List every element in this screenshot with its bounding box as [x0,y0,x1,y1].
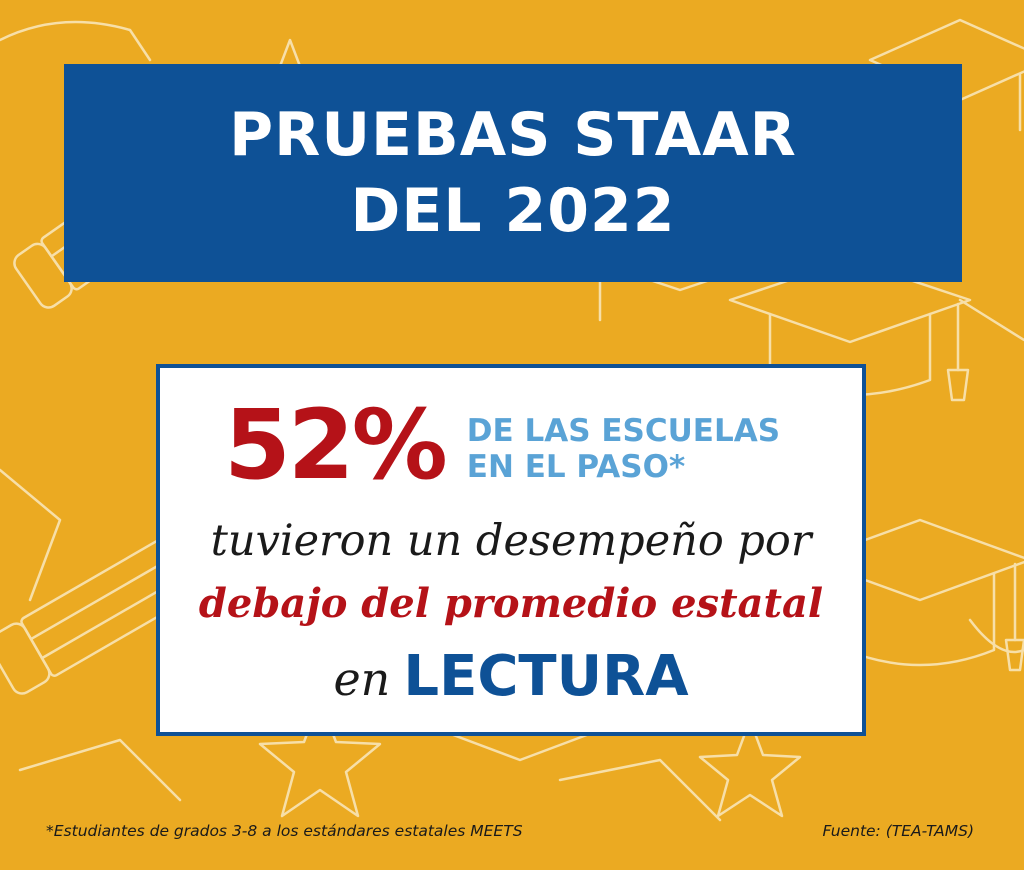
performance-text: tuvieron un desempeño por [210,516,812,566]
title-banner: PRUEBAS STAAR DEL 2022 [64,64,962,282]
title-line-2: DEL 2022 [350,176,676,246]
subject-line: en LECTURA [160,644,862,709]
subject-prefix: en [333,652,391,706]
below-average-text: debajo del promedio estatal [198,580,824,627]
footnote: *Estudiantes de grados 3-8 a los estánda… [46,822,523,840]
subject-name: LECTURA [403,644,689,709]
stat-label-line-2: EN EL PASO* [466,449,686,485]
source-credit: Fuente: (TEA-TAMS) [822,822,974,840]
stat-percentage: 52% [224,389,448,501]
star-icon [698,718,802,818]
stat-label-line-1: DE LAS ESCUELAS [466,413,781,449]
title-line-1: PRUEBAS STAAR [229,100,797,170]
star-icon [258,698,382,818]
stat-row: 52% DE LAS ESCUELAS EN EL PASO* [224,390,780,500]
stat-card: 52% DE LAS ESCUELAS EN EL PASO* tuvieron… [156,364,866,736]
stat-label: DE LAS ESCUELAS EN EL PASO* [467,413,780,485]
